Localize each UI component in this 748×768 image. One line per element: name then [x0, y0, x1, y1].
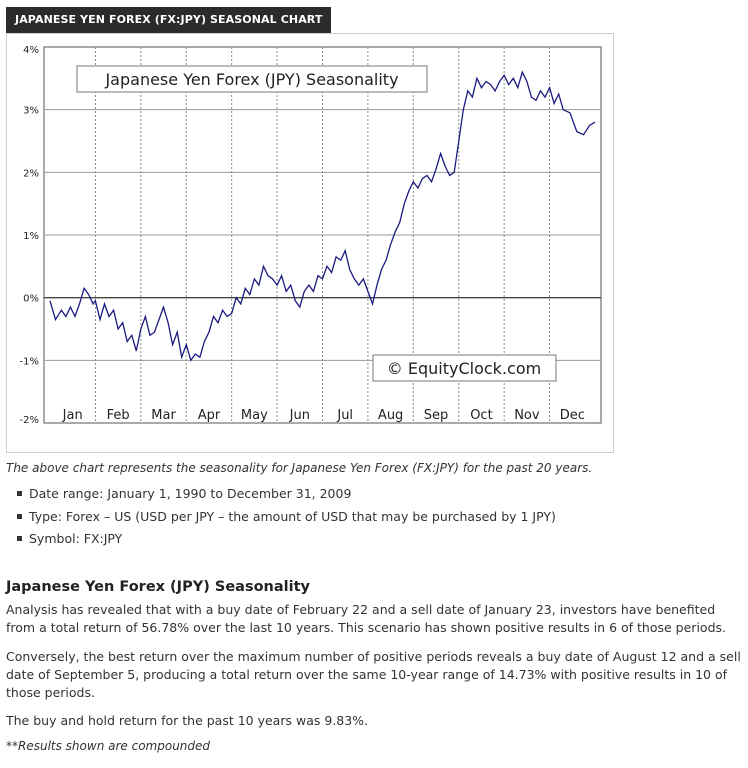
watermark-box [372, 354, 557, 382]
fact-text: Symbol: FX:JPY [29, 531, 123, 546]
x-tick-label: Oct [470, 408, 492, 423]
y-tick-label: 2% [23, 168, 39, 179]
fact-text: Type: Forex – US (USD per JPY – the amou… [29, 508, 556, 524]
x-tick-label: Jun [289, 408, 310, 423]
bullet-square-icon [17, 536, 22, 541]
analysis-paragraph-1: Analysis has revealed that with a buy da… [6, 602, 726, 635]
bullet-square-icon [17, 491, 22, 496]
y-tick-label: -2% [20, 415, 39, 426]
facts-list: Date range: January 1, 1990 to December … [14, 483, 556, 551]
seasonal-series-line [49, 70, 596, 362]
x-tick-label: May [241, 408, 268, 423]
bullet-square-icon [17, 513, 22, 519]
buy-hold-paragraph: The buy and hold return for the past 10 … [6, 713, 369, 728]
chart-caption: The above chart represents the seasonali… [6, 461, 593, 475]
y-tick-label: 3% [23, 106, 39, 117]
x-tick-label: Aug [378, 408, 403, 423]
x-tick-label: Feb [107, 408, 130, 423]
y-tick-label: 4% [23, 45, 39, 56]
analysis-paragraph-2: Conversely, the best return over the max… [6, 649, 741, 700]
fact-type: Type: Forex – US (USD per JPY – the amou… [14, 506, 556, 529]
x-tick-label: Nov [514, 408, 540, 423]
x-tick-label: Sep [424, 408, 449, 423]
x-tick-label: Dec [560, 408, 585, 423]
y-tick-label: -1% [20, 356, 39, 367]
chart-title-box [76, 65, 428, 93]
fact-text: Date range: January 1, 1990 to December … [29, 486, 352, 501]
chart-frame: 4% 3% 2% 1% 0% -1% -2% Jan Feb Mar Apr May Jun Jul Au… [6, 33, 614, 453]
y-tick-label: 1% [23, 231, 39, 242]
section-heading: Japanese Yen Forex (JPY) Seasonality [6, 579, 310, 595]
seasonality-chart: 4% 3% 2% 1% 0% -1% -2% Jan Feb Mar Apr May Jun Jul Au… [20, 45, 602, 426]
fact-date-range: Date range: January 1, 1990 to December … [14, 483, 556, 506]
x-tick-label: Mar [151, 408, 176, 423]
chart-page-title: JAPANESE YEN FOREX (FX:JPY) SEASONAL CHA… [6, 7, 332, 33]
x-tick-label: Apr [198, 408, 221, 423]
y-tick-label: 0% [23, 294, 39, 305]
x-tick-label: Jul [336, 408, 353, 423]
watermark-text: © EquityClock.com [387, 359, 541, 378]
x-tick-label: Jan [62, 408, 83, 423]
footnote: **Results shown are compounded [6, 739, 211, 753]
fact-symbol: Symbol: FX:JPY [14, 528, 556, 551]
chart-title: Japanese Yen Forex (JPY) Seasonality [104, 70, 398, 89]
